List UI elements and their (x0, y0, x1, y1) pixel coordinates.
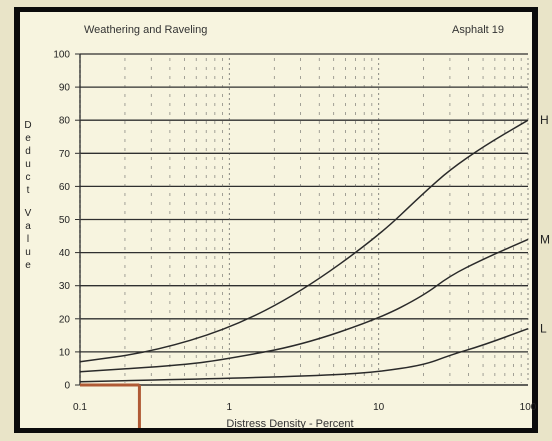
curve-label-h: H (540, 113, 549, 127)
y-tick-label: 0 (64, 381, 70, 392)
y-label-char: D (24, 120, 31, 131)
highlight-lines (80, 383, 141, 428)
grid (75, 53, 528, 386)
x-tick-label: 100 (520, 402, 537, 413)
y-tick-label: 80 (59, 116, 71, 127)
y-label-char: e (25, 133, 31, 144)
curve-label-l: L (540, 322, 547, 336)
y-label-char: a (25, 221, 31, 232)
y-label-char: u (25, 159, 31, 170)
y-label-char: u (25, 247, 31, 258)
curve-label-m: M (540, 232, 550, 246)
x-tick-label: 1 (227, 402, 233, 413)
chart-subtitle: Asphalt 19 (452, 24, 504, 36)
curve-m (79, 238, 529, 373)
y-tick-label: 90 (59, 83, 71, 94)
curve-h (79, 119, 529, 363)
y-label-char: V (25, 208, 32, 219)
y-tick-label: 10 (59, 347, 71, 358)
y-tick-label: 20 (59, 314, 71, 325)
chart-title: Weathering and Raveling (84, 24, 207, 36)
data-scatter-marks (79, 58, 529, 383)
x-tick-label: 0.1 (73, 402, 87, 413)
y-tick-label: 100 (53, 50, 70, 61)
y-tick-label: 40 (59, 248, 71, 259)
y-label-char: e (25, 260, 31, 271)
x-tick-label: 10 (373, 402, 385, 413)
y-label-char: t (27, 185, 30, 196)
tick-labels: 0 10 20 30 40 50 60 70 80 90 100 0.1 1 10 100 (53, 50, 536, 414)
y-label-char: c (26, 172, 31, 183)
y-tick-label: 60 (59, 182, 71, 193)
curve-l (79, 327, 529, 383)
curves: H M L (79, 113, 550, 383)
y-label-char: d (25, 146, 31, 157)
y-tick-label: 50 (59, 215, 71, 226)
x-axis-label: Distress Density - Percent (226, 418, 353, 430)
y-label-char: l (27, 234, 29, 245)
y-tick-label: 70 (59, 149, 71, 160)
y-tick-label: 30 (59, 281, 71, 292)
